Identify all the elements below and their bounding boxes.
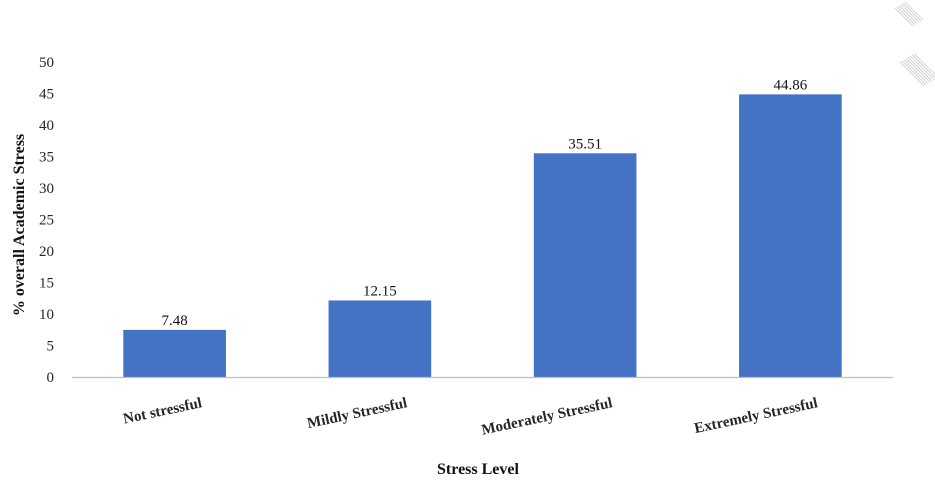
bar [739, 94, 842, 377]
y-tick-label: 10 [39, 307, 54, 323]
x-category-label: Extremely Stressful [693, 395, 819, 437]
y-tick-label: 5 [47, 339, 55, 355]
bar [123, 329, 226, 377]
y-tick-label: 30 [39, 181, 54, 197]
y-tick-label: 15 [39, 276, 54, 292]
decoration-stroke [911, 54, 935, 79]
data-label: 12.15 [363, 283, 397, 299]
y-tick-label: 25 [39, 213, 54, 229]
y-tick-label: 45 [39, 87, 54, 103]
x-category-label: Mildly Stressful [306, 395, 409, 432]
decoration-stroke [894, 7, 914, 27]
x-axis-title: Stress Level [437, 461, 519, 478]
corner-decoration [894, 1, 935, 87]
y-tick-label: 50 [39, 55, 54, 71]
decoration-stroke [913, 53, 935, 76]
data-label: 44.86 [774, 77, 808, 93]
decoration-stroke [904, 1, 924, 21]
bars [123, 94, 842, 377]
decoration-stroke [896, 6, 916, 26]
y-tick-label: 0 [47, 370, 55, 386]
data-label: 7.48 [162, 313, 188, 329]
decoration-stroke [901, 60, 927, 86]
decoration-stroke [900, 4, 920, 23]
decoration-stroke [905, 58, 931, 83]
data-label: 35.51 [568, 136, 602, 152]
x-category-label: Moderately Stressful [480, 395, 614, 438]
decoration-stroke [898, 5, 918, 24]
x-category-label: Not stressful [122, 395, 204, 427]
bar [328, 300, 432, 377]
y-axis-title: % overall Academic Stress [11, 134, 28, 316]
decoration-stroke [907, 56, 933, 82]
data-labels: 7.48 12.15 35.51 44.86 [162, 77, 808, 328]
x-axis-categories: Not stressful Mildly Stressful Moderately … [122, 395, 819, 438]
decoration-stroke [903, 59, 929, 84]
y-axis-ticks: 0 5 10 15 20 25 30 35 40 45 50 [39, 55, 54, 386]
y-tick-label: 40 [39, 118, 54, 134]
decoration-stroke [909, 55, 935, 81]
decoration-stroke [899, 61, 925, 87]
decoration-stroke [902, 2, 922, 22]
y-tick-label: 20 [39, 244, 54, 260]
y-tick-label: 35 [39, 150, 54, 166]
bar [533, 153, 637, 377]
